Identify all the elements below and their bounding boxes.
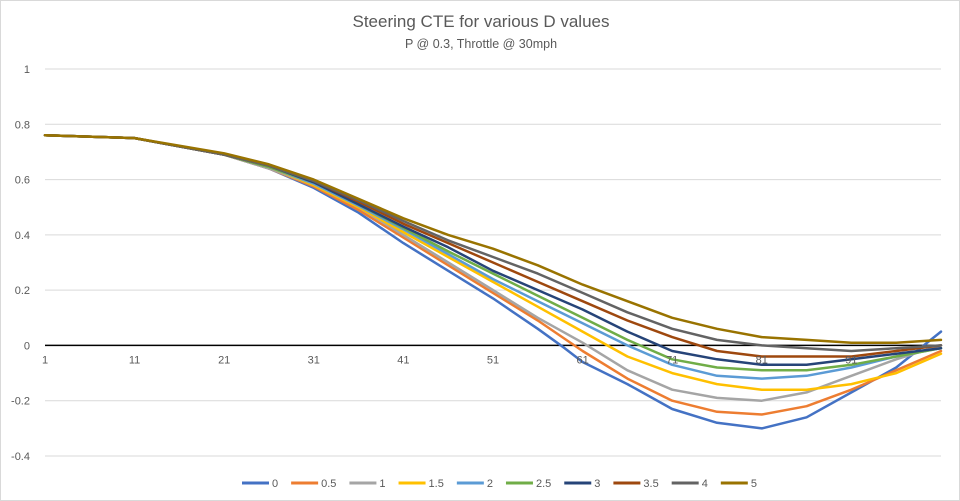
legend-label-2.5: 2.5 <box>536 478 551 490</box>
x-tick-label: 31 <box>308 354 320 366</box>
x-tick-label: 21 <box>218 354 230 366</box>
legend-label-0.5: 0.5 <box>321 478 336 490</box>
x-tick-label: 11 <box>129 354 140 366</box>
series-line-4 <box>43 134 943 353</box>
y-tick-label: 0.6 <box>15 175 30 187</box>
legend-label-1.5: 1.5 <box>429 478 444 490</box>
legend-label-4: 4 <box>702 478 708 490</box>
gridlines <box>45 68 941 457</box>
y-tick-label: 0.2 <box>15 285 30 297</box>
legend-label-0: 0 <box>272 478 278 490</box>
legend-label-3.5: 3.5 <box>643 478 658 490</box>
x-tick-label: 41 <box>397 354 409 366</box>
y-tick-label: 1 <box>24 64 30 76</box>
legend: 0 0.5 1 1.5 2 2.5 3 3.5 4 5 <box>242 478 757 490</box>
y-tick-label: -0.4 <box>11 451 30 463</box>
series-line-3 <box>43 134 943 367</box>
y-tick-label: 0.8 <box>15 119 30 131</box>
series-line-1 <box>43 134 943 402</box>
y-tick-label: -0.2 <box>11 396 30 408</box>
chart-title: Steering CTE for various D values <box>352 12 610 31</box>
legend-label-1: 1 <box>379 478 385 490</box>
x-tick-label: 1 <box>42 354 48 366</box>
y-axis-ticks: 1 0.8 0.6 0.4 0.2 0 -0.2 -0.4 <box>11 64 30 463</box>
series-line-3.5 <box>43 134 943 358</box>
series-lines <box>43 134 943 430</box>
series-line-2.5 <box>43 134 943 372</box>
legend-label-5: 5 <box>751 478 757 490</box>
x-tick-label: 91 <box>845 354 857 366</box>
series-line-5 <box>43 134 943 344</box>
chart-subtitle: P @ 0.3, Throttle @ 30mph <box>404 37 558 51</box>
x-axis-ticks: 1 11 21 31 41 51 61 71 81 91 <box>42 354 858 366</box>
x-tick-label: 71 <box>666 354 678 366</box>
legend-label-3: 3 <box>594 478 600 490</box>
x-tick-label: 51 <box>487 354 499 366</box>
legend-label-2: 2 <box>487 478 493 490</box>
x-tick-label: 61 <box>576 354 588 366</box>
y-tick-label: 0.4 <box>15 230 30 242</box>
x-tick-label: 81 <box>756 354 768 366</box>
y-tick-label: 0 <box>24 340 30 352</box>
